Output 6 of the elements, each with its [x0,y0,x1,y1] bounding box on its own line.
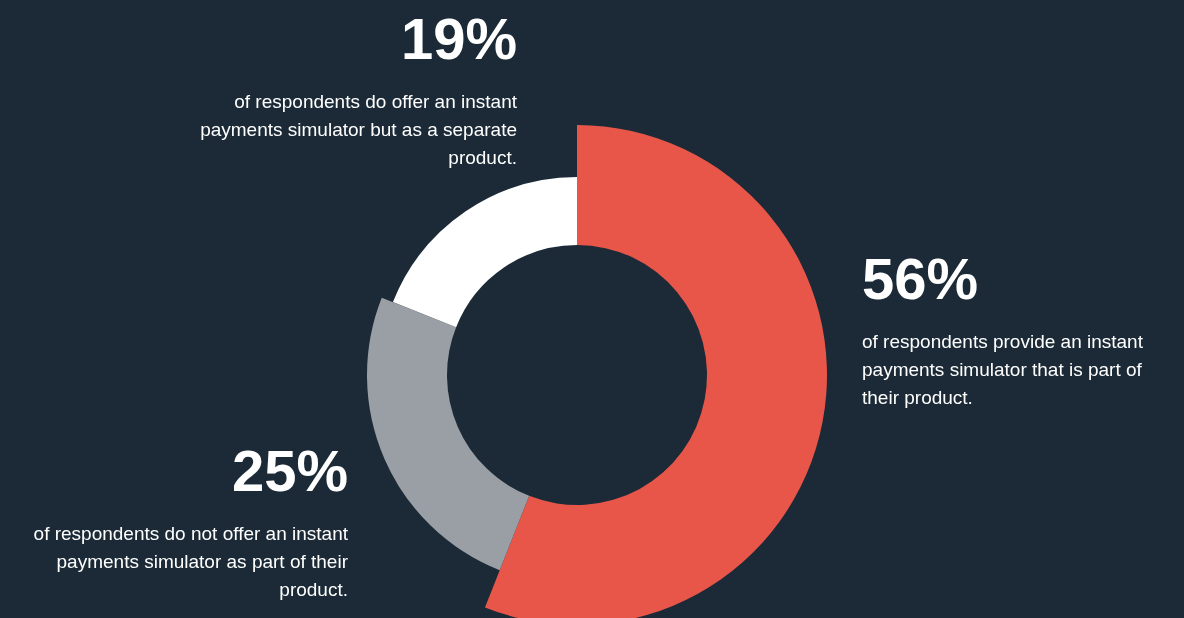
data-label: 25% [230,437,348,505]
slice-label: of respondents do offer an instant payments simulator but as a separate product. [199,90,517,170]
slice-label: of respondents do not offer an instant payments simulator as part of their product. [32,522,348,602]
data-label: 56% [862,245,980,313]
data-label: 19% [399,5,517,73]
slice-label: of respondents provide an instant payments simulator that is part of their product. [862,330,1144,410]
